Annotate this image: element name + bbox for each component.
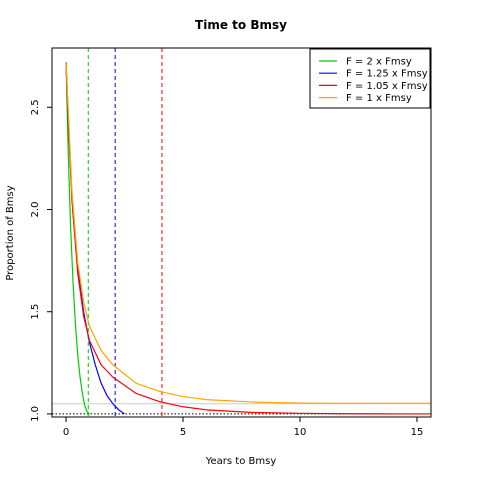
plot-area: 0 5 10 15 1.0 1.5 2.0 2.5 (30, 47, 432, 438)
series-2-line (65, 62, 431, 415)
y-axis-label: Proportion of Bmsy (5, 185, 16, 280)
y-tick-label-2: 2.0 (30, 202, 41, 218)
y-tick-label-1: 1.5 (30, 304, 41, 320)
series-3-line (65, 62, 431, 404)
legend-label-3: F = 1 x Fmsy (346, 93, 412, 104)
legend-label-0: F = 2 x Fmsy (346, 57, 412, 68)
y-tick-label-3: 2.5 (30, 99, 41, 115)
legend-label-2: F = 1.05 x Fmsy (346, 81, 428, 92)
series-0-line (65, 62, 90, 415)
x-tick-label-2: 10 (294, 427, 307, 438)
plot-frame (51, 47, 432, 418)
y-tick-label-0: 1.0 (30, 406, 41, 422)
x-tick-label-3: 15 (411, 427, 424, 438)
legend-label-1: F = 1.25 x Fmsy (346, 69, 428, 80)
x-axis-label: Years to Bmsy (205, 456, 277, 467)
x-tick-label-0: 0 (63, 427, 69, 438)
chart-title: Time to Bmsy (195, 18, 287, 32)
x-tick-label-1: 5 (180, 427, 186, 438)
